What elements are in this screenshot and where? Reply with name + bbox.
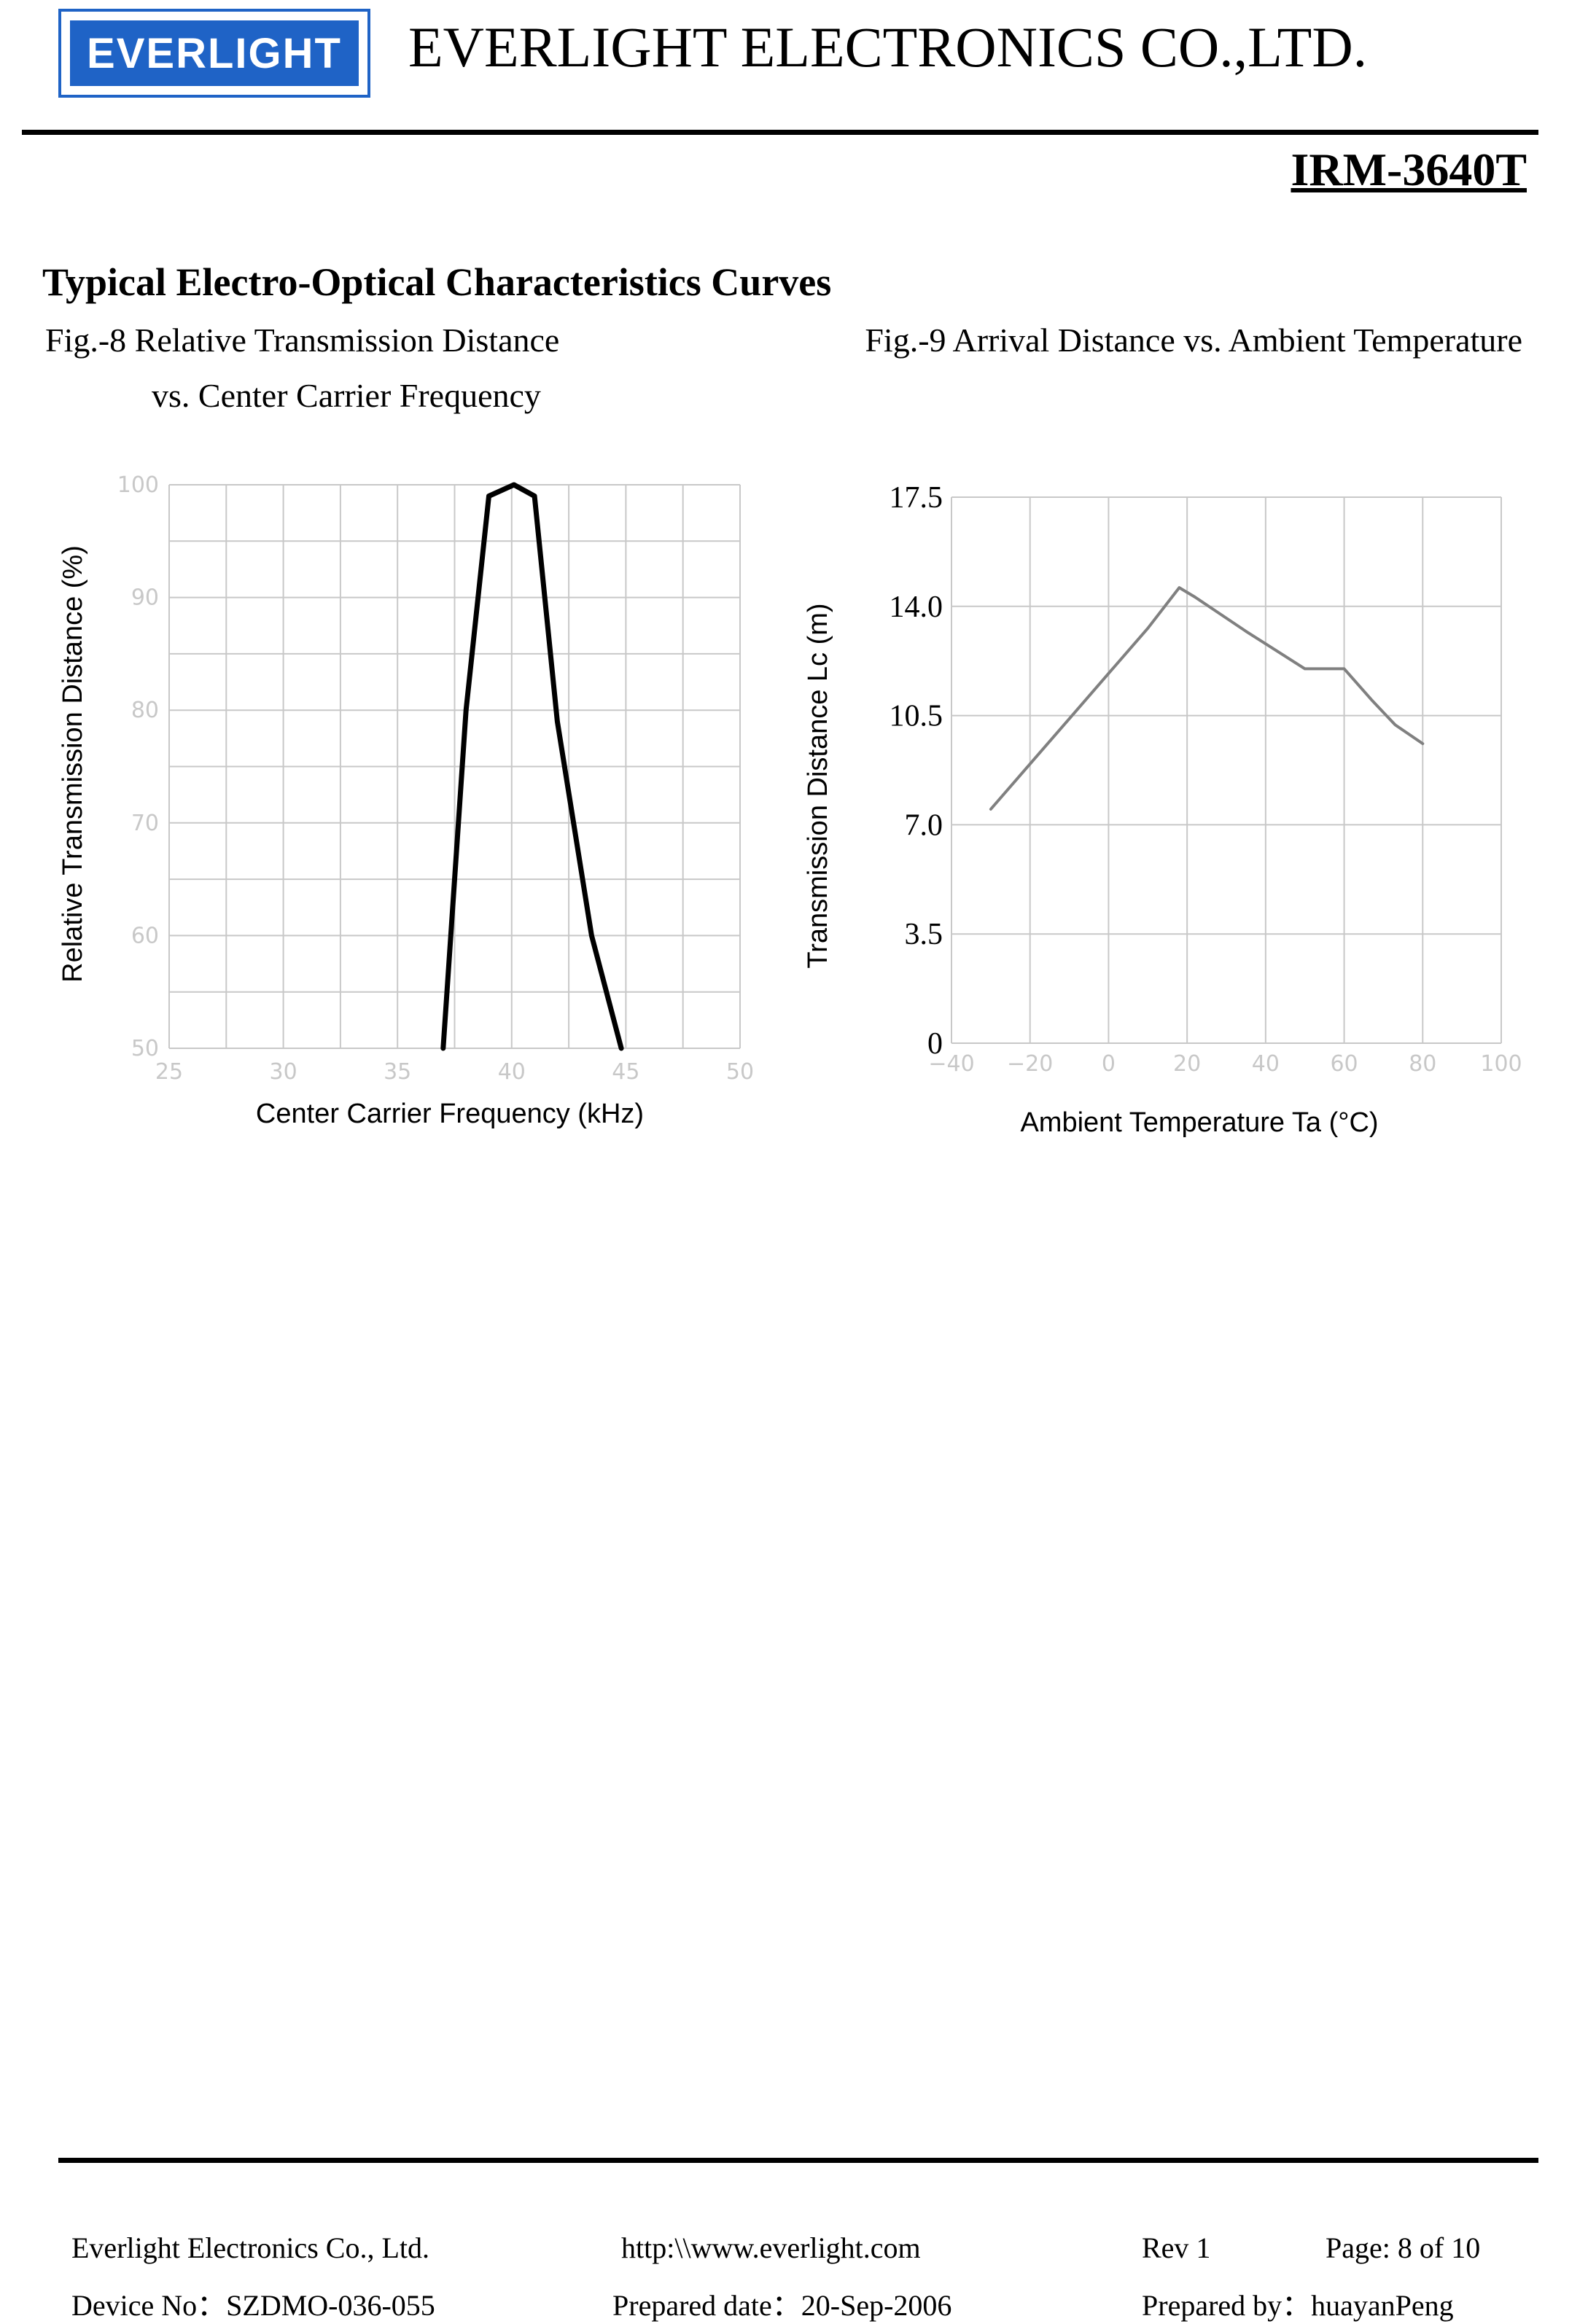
logo-text: EVERLIGHT	[87, 29, 342, 77]
y-tick-label: 60	[131, 923, 159, 948]
section-title: Typical Electro-Optical Characteristics …	[42, 260, 832, 304]
logo-panel: EVERLIGHT	[70, 20, 359, 86]
x-tick-label: 20	[1173, 1051, 1201, 1077]
footer-prepared-date: Prepared date：20-Sep-2006	[612, 2289, 952, 2322]
fig9-grid	[951, 496, 1502, 1044]
y-tick-label: 80	[131, 698, 159, 723]
x-tick-label: 80	[1409, 1051, 1436, 1077]
data-point	[466, 710, 467, 711]
data-point	[1371, 700, 1372, 701]
data-point	[1194, 596, 1195, 597]
data-point	[1069, 718, 1070, 719]
fig8-series	[440, 482, 624, 1051]
x-tick-label: 100	[1480, 1051, 1522, 1077]
footer-device-no: Device No：SZDMO-036-055	[71, 2289, 435, 2322]
x-tick-label: 35	[384, 1059, 411, 1085]
fig8-caption-line1: Fig.-8 Relative Transmission Distance	[45, 321, 560, 359]
y-tick-label: 0	[927, 1027, 943, 1061]
fig9-y-axis-label: Transmission Distance Lc (m)	[803, 603, 833, 968]
x-tick-label: 40	[1252, 1051, 1280, 1077]
fig8-grid	[168, 484, 741, 1049]
company-name: EVERLIGHT ELECTRONICS CO.,LTD.	[408, 15, 1368, 79]
y-tick-label: 3.5	[905, 918, 943, 951]
data-point	[621, 1048, 622, 1049]
fig8-chart: 25 30 35 40 45 50 50 60 70 80 90 100 Center Carrier…	[58, 472, 754, 1129]
y-tick-label: 14.0	[890, 590, 943, 624]
x-tick-label: 40	[498, 1059, 526, 1085]
part-number: IRM-3640T	[1291, 144, 1527, 195]
y-tick-label: 100	[117, 472, 159, 498]
fig9-caption: Fig.-9 Arrival Distance vs. Ambient Temp…	[865, 321, 1522, 359]
footer-page: Page: 8 of 10	[1326, 2231, 1481, 2264]
data-point	[990, 809, 991, 810]
fig9-x-axis-label: Ambient Temperature Ta (°C)	[1020, 1107, 1378, 1138]
x-tick-label: 0	[1102, 1051, 1116, 1077]
y-tick-label: 17.5	[890, 481, 943, 515]
x-tick-label: 60	[1330, 1051, 1358, 1077]
fig9-tick-labels: −40 −20 0 20 40 60 80 100 0 3.5 7.0 10.5 14.0 17.5	[890, 481, 1522, 1077]
x-tick-label: −40	[928, 1051, 974, 1077]
fig8-y-axis-label: Relative Transmission Distance (%)	[58, 545, 88, 983]
data-point	[557, 721, 558, 722]
footer-url[interactable]: http:\\www.everlight.com	[621, 2231, 921, 2264]
series-line	[440, 482, 624, 1051]
x-tick-label: 30	[270, 1059, 297, 1085]
footer-company: Everlight Electronics Co., Ltd.	[71, 2231, 429, 2264]
x-tick-label: 50	[726, 1059, 754, 1085]
footer-prepared-by: Prepared by：huayanPeng	[1142, 2289, 1454, 2322]
y-tick-label: 50	[131, 1036, 159, 1061]
x-tick-label: 45	[612, 1059, 639, 1085]
footer-divider	[58, 2158, 1538, 2163]
y-tick-label: 7.0	[905, 808, 943, 842]
everlight-logo: EVERLIGHT	[58, 9, 370, 98]
fig9-chart: −40 −20 0 20 40 60 80 100 0 3.5 7.0 10.5 14.0 17.5 Am…	[803, 481, 1522, 1138]
footer-rev: Rev 1	[1142, 2231, 1211, 2264]
fig8-tick-labels: 25 30 35 40 45 50 50 60 70 80 90 100	[117, 472, 754, 1085]
y-tick-label: 10.5	[890, 700, 943, 733]
data-point	[1304, 668, 1305, 669]
data-point	[591, 935, 592, 936]
series-line	[989, 586, 1425, 811]
x-tick-label: −20	[1007, 1051, 1053, 1077]
fig8-x-axis-label: Center Carrier Frequency (kHz)	[256, 1099, 644, 1129]
fig8-caption-line2: vs. Center Carrier Frequency	[152, 377, 541, 414]
data-point	[513, 485, 514, 486]
fig9-series	[989, 586, 1425, 811]
data-point	[1245, 631, 1246, 632]
header-divider	[22, 130, 1538, 135]
y-tick-label: 90	[131, 585, 159, 611]
x-tick-label: 25	[155, 1059, 183, 1085]
y-tick-label: 70	[131, 811, 159, 836]
